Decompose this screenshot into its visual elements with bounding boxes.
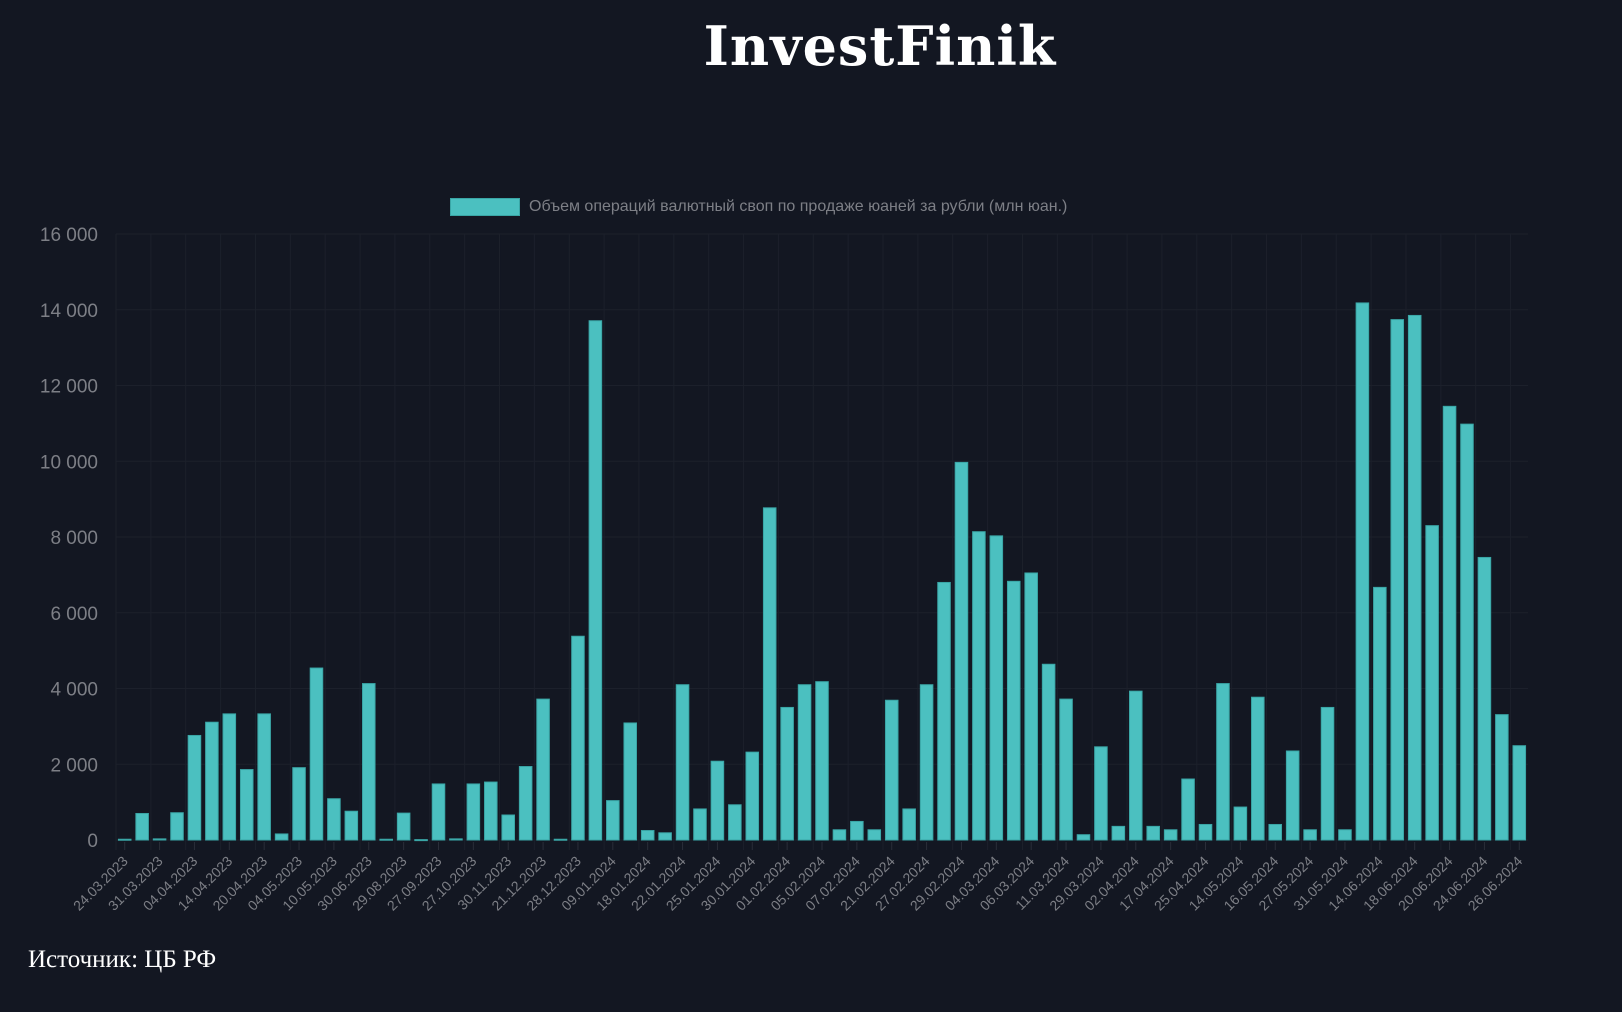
legend-label: Объем операций валютный своп по продаже …	[529, 198, 1068, 215]
bar	[1163, 829, 1178, 841]
y-axis: 0 2 000 4 000 6 000 8 000 10 000 12 000 14 000 1…	[40, 225, 98, 852]
bar	[745, 751, 760, 841]
bar	[1373, 586, 1387, 841]
bar	[832, 829, 847, 841]
bar	[1059, 698, 1073, 841]
bar	[1442, 405, 1457, 841]
bar	[1198, 823, 1213, 841]
bar	[571, 635, 585, 841]
bar	[728, 804, 742, 841]
bar	[170, 812, 184, 841]
bar	[379, 838, 393, 841]
bar	[309, 667, 324, 841]
bar	[1094, 746, 1108, 841]
bar	[1495, 714, 1509, 841]
bar	[501, 814, 515, 841]
bar	[1320, 706, 1335, 841]
bar	[1477, 556, 1492, 841]
bar	[1111, 825, 1126, 841]
bar	[484, 781, 498, 841]
source-note: Источник: ЦБ РФ	[28, 946, 217, 973]
bar	[1407, 314, 1422, 841]
bar	[606, 800, 620, 841]
y-tick-label: 14 000	[40, 301, 98, 322]
bar	[1268, 823, 1283, 841]
bar	[152, 838, 167, 841]
x-axis: 24.03.202331.03.202304.04.202314.04.2023…	[70, 842, 1526, 914]
bar	[693, 808, 707, 841]
bar	[431, 783, 446, 841]
y-tick-label: 10 000	[40, 452, 98, 473]
y-tick-label: 4 000	[50, 680, 98, 701]
bar	[553, 838, 568, 841]
bar	[867, 829, 882, 841]
bar	[274, 833, 289, 841]
bar	[205, 721, 219, 841]
bar	[1303, 829, 1317, 841]
bar	[1024, 572, 1038, 841]
brand-title: InvestFinik	[703, 14, 1057, 78]
bar	[780, 706, 794, 841]
y-tick-label: 16 000	[40, 225, 98, 246]
bar	[1285, 750, 1300, 841]
bar	[1216, 683, 1230, 841]
bar	[972, 531, 986, 841]
bar	[396, 812, 411, 841]
bar	[518, 766, 533, 841]
bar	[257, 713, 271, 841]
bar	[222, 713, 237, 841]
bar	[187, 734, 202, 841]
bar	[640, 830, 655, 841]
bars	[117, 302, 1527, 842]
bar	[919, 684, 934, 841]
bar	[1460, 423, 1474, 841]
bar	[1006, 580, 1021, 841]
bar	[536, 698, 550, 841]
bar	[1129, 690, 1143, 841]
bar	[797, 684, 812, 841]
bar	[623, 722, 638, 841]
bar	[1076, 834, 1091, 841]
bar	[588, 320, 603, 841]
bar	[414, 839, 428, 842]
y-tick-label: 12 000	[40, 377, 98, 398]
bar	[361, 683, 376, 841]
bar	[117, 838, 132, 841]
bar	[989, 535, 1004, 841]
bar	[344, 810, 359, 841]
y-tick-label: 0	[87, 831, 98, 852]
chart-legend[interactable]: Объем операций валютный своп по продаже …	[450, 198, 1067, 216]
bar	[1355, 302, 1370, 841]
bar	[850, 820, 864, 841]
legend-swatch	[450, 198, 520, 216]
y-tick-label: 8 000	[50, 528, 98, 549]
bar	[762, 507, 777, 841]
bar	[292, 767, 306, 841]
bar	[239, 769, 254, 841]
bar	[466, 783, 481, 841]
bar	[884, 699, 899, 841]
y-tick-label: 2 000	[50, 755, 98, 776]
bar	[1425, 525, 1439, 841]
bar	[1181, 778, 1195, 841]
bar	[675, 684, 690, 841]
bar	[449, 838, 463, 841]
bar	[327, 798, 341, 841]
bar	[1338, 829, 1352, 841]
bar	[135, 812, 149, 841]
bar	[1233, 806, 1248, 841]
bar	[1390, 319, 1405, 841]
bar	[1146, 825, 1160, 841]
bar	[710, 760, 725, 841]
bar	[1041, 663, 1056, 841]
bar	[954, 461, 969, 841]
bar	[658, 832, 672, 841]
bar	[1512, 745, 1527, 841]
bar	[1251, 696, 1265, 841]
bar	[902, 808, 916, 841]
y-tick-label: 6 000	[50, 604, 98, 625]
bar	[815, 681, 829, 841]
bar	[937, 581, 951, 841]
